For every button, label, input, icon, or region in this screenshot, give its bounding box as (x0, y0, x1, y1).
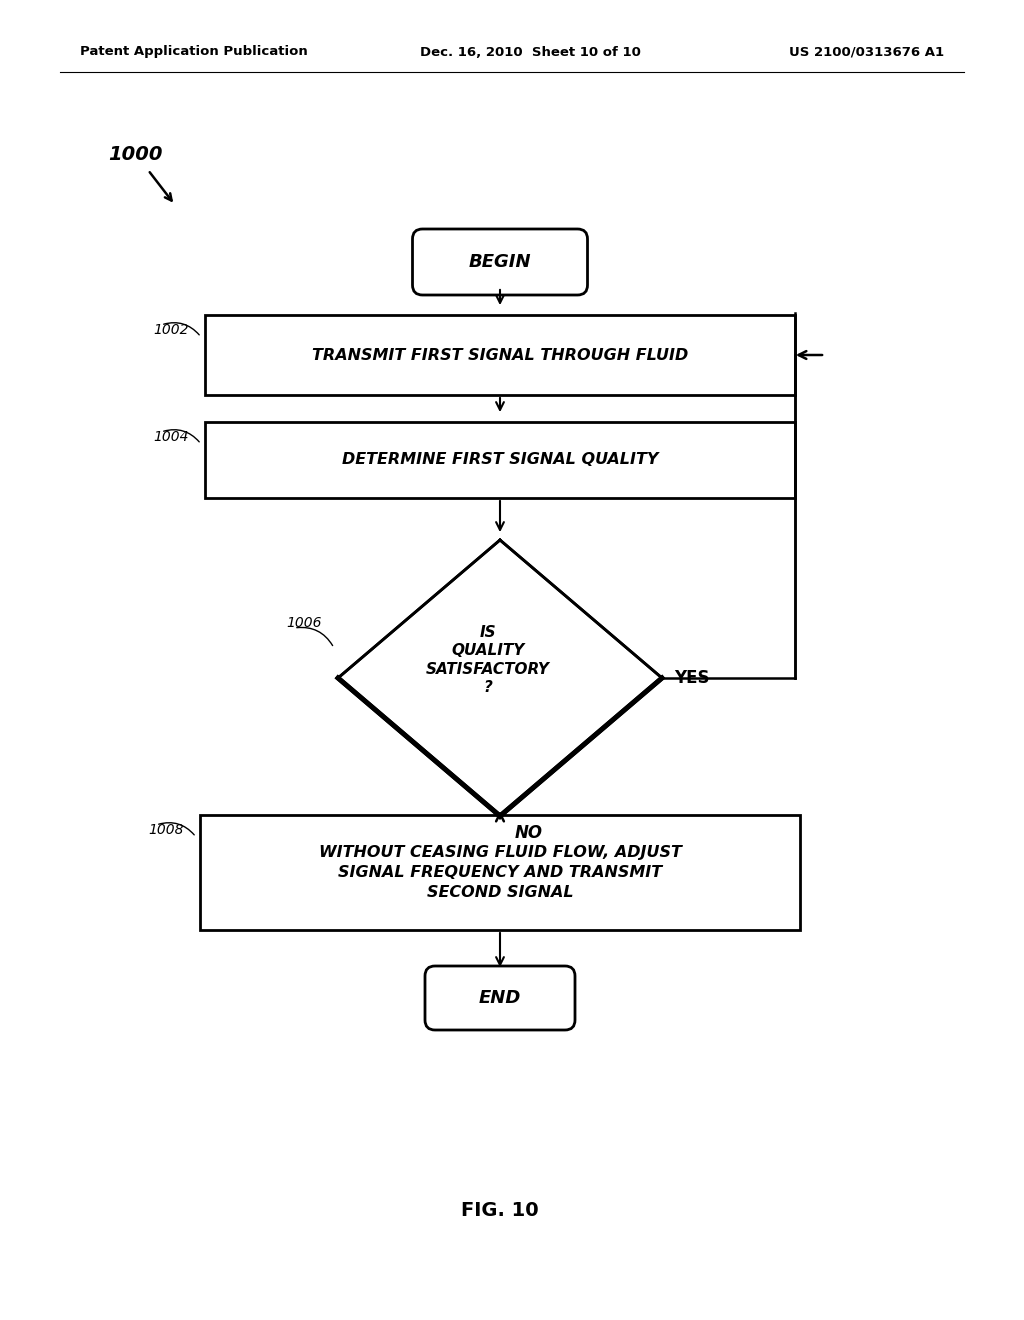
FancyBboxPatch shape (205, 315, 795, 395)
Text: IS
QUALITY
SATISFACTORY
?: IS QUALITY SATISFACTORY ? (426, 624, 550, 696)
Text: YES: YES (674, 669, 710, 686)
Text: FIG. 10: FIG. 10 (461, 1200, 539, 1220)
FancyBboxPatch shape (205, 422, 795, 498)
Text: 1006: 1006 (286, 616, 322, 630)
Text: US 2100/0313676 A1: US 2100/0313676 A1 (788, 45, 944, 58)
Text: 1000: 1000 (108, 145, 163, 165)
Text: TRANSMIT FIRST SIGNAL THROUGH FLUID: TRANSMIT FIRST SIGNAL THROUGH FLUID (312, 347, 688, 363)
Text: DETERMINE FIRST SIGNAL QUALITY: DETERMINE FIRST SIGNAL QUALITY (342, 453, 658, 467)
Text: 1008: 1008 (148, 822, 183, 837)
Text: Dec. 16, 2010  Sheet 10 of 10: Dec. 16, 2010 Sheet 10 of 10 (420, 45, 641, 58)
Text: WITHOUT CEASING FLUID FLOW, ADJUST
SIGNAL FREQUENCY AND TRANSMIT
SECOND SIGNAL: WITHOUT CEASING FLUID FLOW, ADJUST SIGNA… (318, 845, 681, 900)
Text: Patent Application Publication: Patent Application Publication (80, 45, 308, 58)
FancyBboxPatch shape (413, 228, 588, 294)
FancyBboxPatch shape (200, 814, 800, 931)
Text: BEGIN: BEGIN (469, 253, 531, 271)
Text: 1004: 1004 (153, 430, 188, 444)
Text: END: END (479, 989, 521, 1007)
Text: 1002: 1002 (153, 323, 188, 337)
Text: NO: NO (515, 824, 543, 842)
FancyBboxPatch shape (425, 966, 575, 1030)
Polygon shape (338, 540, 662, 816)
